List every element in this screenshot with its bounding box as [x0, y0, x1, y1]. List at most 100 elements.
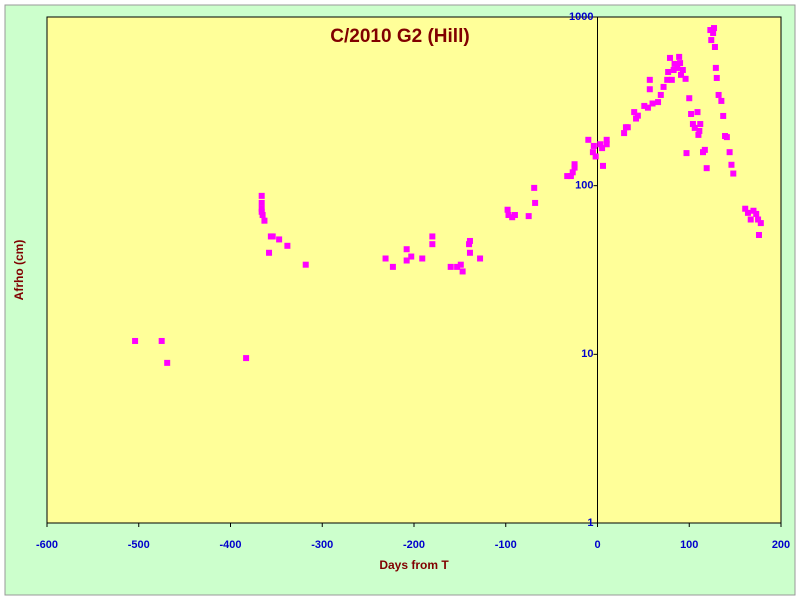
data-point: [599, 145, 606, 152]
data-point: [597, 141, 604, 148]
data-point: [713, 74, 720, 81]
data-point: [531, 184, 538, 191]
data-point: [665, 68, 672, 75]
data-point: [511, 212, 518, 219]
y-tick-label: 1: [587, 517, 593, 529]
chart-title: C/2010 G2 (Hill): [330, 26, 469, 47]
data-point: [266, 249, 273, 256]
data-point: [466, 249, 473, 256]
x-tick-label: -200: [403, 539, 425, 551]
data-point: [590, 142, 597, 149]
data-point: [243, 355, 250, 362]
data-point: [564, 173, 571, 180]
data-point: [158, 337, 165, 344]
data-point: [710, 29, 717, 36]
data-point: [711, 25, 718, 32]
data-point: [668, 76, 675, 83]
data-point: [284, 242, 291, 249]
data-point: [585, 136, 592, 143]
data-point: [688, 111, 695, 118]
data-point: [755, 231, 762, 238]
data-point: [683, 150, 690, 157]
data-point: [755, 216, 762, 223]
data-point: [720, 112, 727, 119]
data-point: [718, 97, 725, 104]
plot-area: [46, 16, 782, 524]
data-point: [649, 100, 656, 107]
data-point: [757, 220, 764, 227]
data-point: [419, 255, 426, 262]
data-point: [258, 199, 265, 206]
data-point: [567, 173, 574, 180]
data-point: [655, 99, 662, 106]
y-axis-label: Afrho (cm): [12, 240, 26, 301]
data-point: [132, 337, 139, 344]
y-tick-label: 1000: [569, 11, 593, 23]
data-point: [600, 162, 607, 169]
data-point: [466, 241, 473, 248]
data-point: [589, 149, 596, 156]
data-point: [259, 212, 266, 219]
data-point: [403, 246, 410, 253]
x-tick-label: -600: [36, 539, 58, 551]
data-point: [679, 67, 686, 74]
data-point: [682, 75, 689, 82]
data-point: [677, 71, 684, 78]
data-point: [747, 216, 754, 223]
data-point: [269, 233, 276, 240]
data-point: [276, 236, 283, 243]
data-point: [660, 83, 667, 90]
x-tick-label: 0: [594, 539, 600, 551]
data-point: [634, 112, 641, 119]
data-point: [258, 208, 265, 215]
y-tick-label: 10: [581, 348, 593, 360]
data-point: [258, 205, 265, 212]
data-point: [696, 127, 703, 134]
data-point: [674, 64, 681, 71]
data-point: [505, 212, 512, 219]
data-point: [742, 205, 749, 212]
data-point: [454, 263, 461, 270]
data-point: [670, 67, 677, 74]
data-point: [728, 161, 735, 168]
data-point: [477, 255, 484, 262]
data-point: [459, 268, 466, 275]
data-point: [703, 165, 710, 172]
data-point: [631, 109, 638, 116]
data-point: [164, 359, 171, 366]
data-point: [671, 60, 678, 67]
data-point: [712, 64, 719, 71]
data-point: [686, 95, 693, 102]
data-point: [571, 161, 578, 168]
data-point: [592, 153, 599, 160]
data-point: [466, 237, 473, 244]
data-point: [695, 131, 702, 138]
data-point: [261, 217, 268, 224]
data-point: [447, 263, 454, 270]
x-tick-label: -400: [219, 539, 241, 551]
data-point: [569, 169, 576, 176]
data-point: [697, 121, 704, 128]
data-point: [711, 43, 718, 50]
data-point: [691, 124, 698, 131]
data-point: [676, 53, 683, 60]
x-tick-label: -500: [128, 539, 150, 551]
data-point: [646, 86, 653, 93]
data-point: [657, 91, 664, 98]
data-point: [429, 233, 436, 240]
x-tick-label: 200: [772, 539, 790, 551]
x-axis-label: Days from T: [379, 558, 449, 572]
data-point: [664, 76, 671, 83]
data-point: [744, 209, 751, 216]
data-point: [750, 207, 757, 214]
data-point: [730, 170, 737, 177]
data-point: [429, 241, 436, 248]
data-point: [666, 54, 673, 61]
data-point: [603, 136, 610, 143]
data-point: [621, 130, 628, 137]
data-point: [715, 91, 722, 98]
data-point: [457, 261, 464, 268]
data-point: [641, 102, 648, 109]
